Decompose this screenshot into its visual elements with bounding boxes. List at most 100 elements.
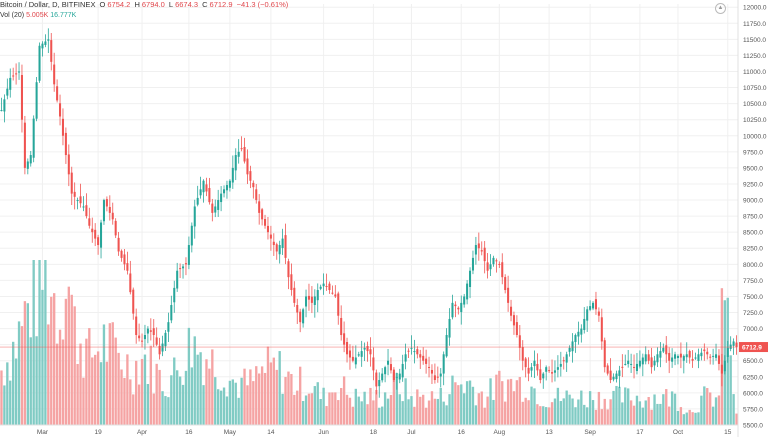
x-tick-label: 18 [370, 429, 378, 436]
candle-body [348, 350, 351, 358]
volume-bar [401, 401, 404, 425]
candle-body [44, 41, 47, 45]
volume-bar [91, 357, 94, 425]
volume-bar [234, 382, 237, 425]
volume-bar [29, 337, 32, 425]
volume-bar [363, 391, 366, 425]
candle-body [676, 355, 679, 359]
candle-body [638, 360, 641, 367]
candle-body [674, 354, 677, 359]
up-arrow-icon[interactable]: ▲ [715, 3, 726, 14]
candle-body [50, 40, 53, 62]
change-value: −41.3 (−0.61%) [236, 0, 289, 9]
volume-bar [266, 346, 270, 425]
volume-bar [650, 409, 653, 425]
volume-bar [635, 395, 639, 425]
volume-bar [258, 373, 261, 425]
candle-body [612, 376, 615, 380]
volume-bar [325, 406, 328, 425]
volume-bar [9, 380, 12, 425]
volume-bar [50, 296, 53, 425]
candle-body [61, 118, 64, 136]
volume-bar [477, 393, 480, 425]
candle-body [712, 355, 715, 357]
volume-bar [137, 384, 141, 425]
candle-body [395, 376, 398, 378]
candle-body [697, 354, 700, 361]
candle-body [158, 345, 161, 355]
volume-bar [135, 360, 138, 425]
volume-bar [509, 378, 513, 425]
last-price-badge [739, 342, 768, 353]
volume-bar [588, 391, 592, 425]
volume-bar [41, 289, 44, 425]
volume-bar [132, 394, 135, 425]
volume-bar [217, 389, 220, 425]
volume-bar [328, 392, 331, 425]
volume-bar [143, 354, 147, 425]
volume-bar [419, 396, 422, 425]
candle-body [679, 353, 682, 358]
volume-bar [515, 380, 519, 425]
volume-bar [512, 391, 516, 425]
candle-body [527, 367, 530, 374]
candle-body [366, 345, 369, 352]
y-tick-label: 7500.0 [743, 294, 763, 301]
volume-bar [603, 398, 606, 425]
candle-body [507, 287, 510, 303]
candle-body [454, 304, 457, 307]
candle-body [214, 206, 217, 213]
volume-bar [486, 396, 489, 425]
candle-body [149, 330, 152, 332]
candle-body [416, 349, 419, 355]
volume-bar [73, 306, 76, 425]
volume-bar [70, 294, 73, 425]
volume-value-1: 5.005K [26, 12, 49, 19]
symbol-label: Bitcoin / Dollar, D, BITFINEX [0, 0, 96, 9]
volume-bar [331, 392, 334, 425]
volume-bar [694, 412, 697, 425]
candle-body [302, 309, 305, 324]
candle-body [630, 363, 633, 365]
candle-body [618, 370, 621, 376]
candle-body [726, 347, 729, 357]
candle-body [164, 332, 167, 347]
volume-bar [26, 303, 29, 425]
volume-bar [504, 401, 507, 425]
volume-bar [682, 414, 685, 425]
candle-body [512, 315, 515, 326]
y-tick-label: 9750.0 [743, 149, 763, 156]
candle-body [387, 360, 390, 365]
candle-body [422, 355, 425, 361]
candle-body [0, 110, 3, 112]
candle-body [141, 340, 144, 342]
candle-body [474, 245, 477, 255]
open-value: 6754.2 [107, 0, 131, 9]
candle-body [384, 367, 387, 375]
candle-body [671, 357, 674, 362]
volume-bar [665, 389, 668, 425]
volume-bar [465, 381, 469, 425]
y-tick-label: 5500.0 [743, 423, 763, 430]
volume-bar [243, 368, 246, 425]
candle-body [556, 367, 559, 370]
volume-bar [685, 412, 688, 425]
volume-bar [293, 394, 296, 425]
volume-bar [281, 393, 284, 425]
x-tick-label: 14 [267, 429, 275, 436]
volume-bar [190, 367, 193, 425]
candle-body [18, 71, 21, 73]
candle-body [653, 360, 656, 366]
candle-body [340, 317, 343, 336]
candle-body [85, 205, 88, 217]
volume-bar [94, 354, 97, 425]
volume-bar [732, 394, 735, 425]
volume-bar [108, 323, 111, 425]
candle-body [430, 369, 433, 374]
candle-body [126, 263, 129, 271]
candle-body [717, 355, 720, 364]
volume-bar [53, 293, 56, 425]
candle-body [515, 322, 518, 336]
candle-body [220, 193, 223, 203]
